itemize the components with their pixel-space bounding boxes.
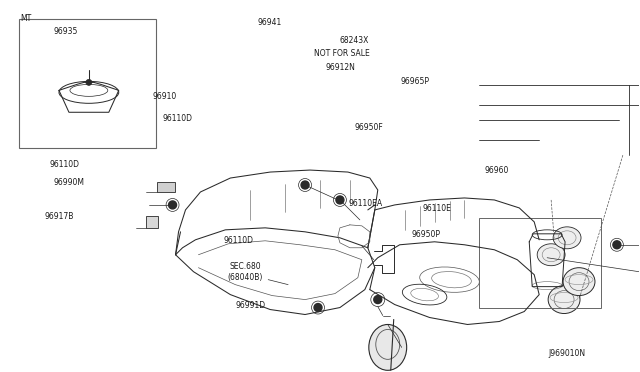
Text: 96110EA: 96110EA (348, 199, 382, 208)
Text: 96110E: 96110E (422, 204, 451, 213)
Text: 96110D: 96110D (163, 114, 193, 123)
Bar (146, 216, 157, 228)
Text: 96110D: 96110D (50, 160, 79, 169)
Ellipse shape (369, 324, 406, 370)
Text: NOT FOR SALE: NOT FOR SALE (314, 49, 369, 58)
Ellipse shape (553, 227, 581, 249)
Text: SEC.680: SEC.680 (230, 262, 261, 271)
Bar (479, 218, 601, 308)
Circle shape (336, 196, 344, 204)
Text: 96960: 96960 (484, 166, 509, 175)
Text: 96991D: 96991D (236, 301, 266, 310)
Circle shape (314, 304, 322, 311)
Text: 96110D: 96110D (223, 236, 253, 246)
Circle shape (613, 241, 621, 249)
Text: (68040B): (68040B) (227, 273, 262, 282)
Text: 96910: 96910 (153, 92, 177, 101)
Ellipse shape (548, 286, 580, 314)
Circle shape (86, 79, 92, 86)
Circle shape (374, 296, 382, 304)
Text: 96917B: 96917B (45, 212, 74, 221)
Text: 68243X: 68243X (339, 36, 369, 45)
Ellipse shape (563, 268, 595, 296)
Text: 96950F: 96950F (355, 123, 383, 132)
Text: 96990M: 96990M (54, 178, 84, 187)
Text: J969010N: J969010N (548, 349, 586, 358)
Bar (19, 19, 156, 148)
Text: 96912N: 96912N (325, 63, 355, 72)
Text: 96965P: 96965P (401, 77, 429, 86)
Text: MT: MT (20, 14, 31, 23)
Text: 96941: 96941 (257, 19, 282, 28)
Circle shape (168, 201, 177, 209)
Bar (157, 182, 175, 192)
Text: 96935: 96935 (54, 26, 78, 36)
Ellipse shape (537, 244, 565, 266)
Text: 96950P: 96950P (412, 230, 441, 240)
Circle shape (301, 181, 309, 189)
